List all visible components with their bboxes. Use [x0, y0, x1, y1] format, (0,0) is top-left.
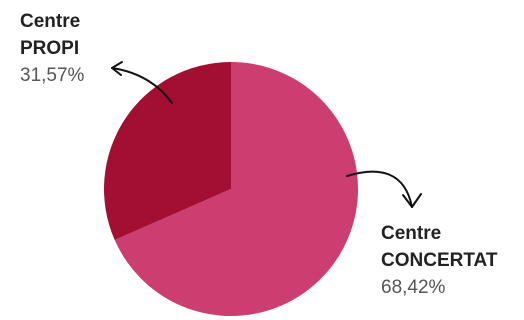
propi-value-label: 31,57% — [20, 65, 85, 86]
label-concertat: Centre CONCERTAT 68,42% — [381, 220, 497, 301]
concertat-value-label: 68,42% — [381, 277, 446, 298]
pie-slice-propi — [104, 62, 231, 240]
concertat-label-line2: CONCERTAT — [381, 250, 498, 271]
pie-slices — [104, 62, 359, 316]
pie-slice-concertat — [114, 62, 359, 316]
propi-label-line2: PROPI — [20, 38, 80, 59]
propi-arrow — [111, 61, 173, 104]
propi-label-line1: Centre — [20, 11, 81, 32]
label-propi: Centre PROPI 31,57% — [20, 8, 84, 89]
concertat-label-line1: Centre — [381, 223, 442, 244]
concertat-arrow — [346, 170, 422, 208]
